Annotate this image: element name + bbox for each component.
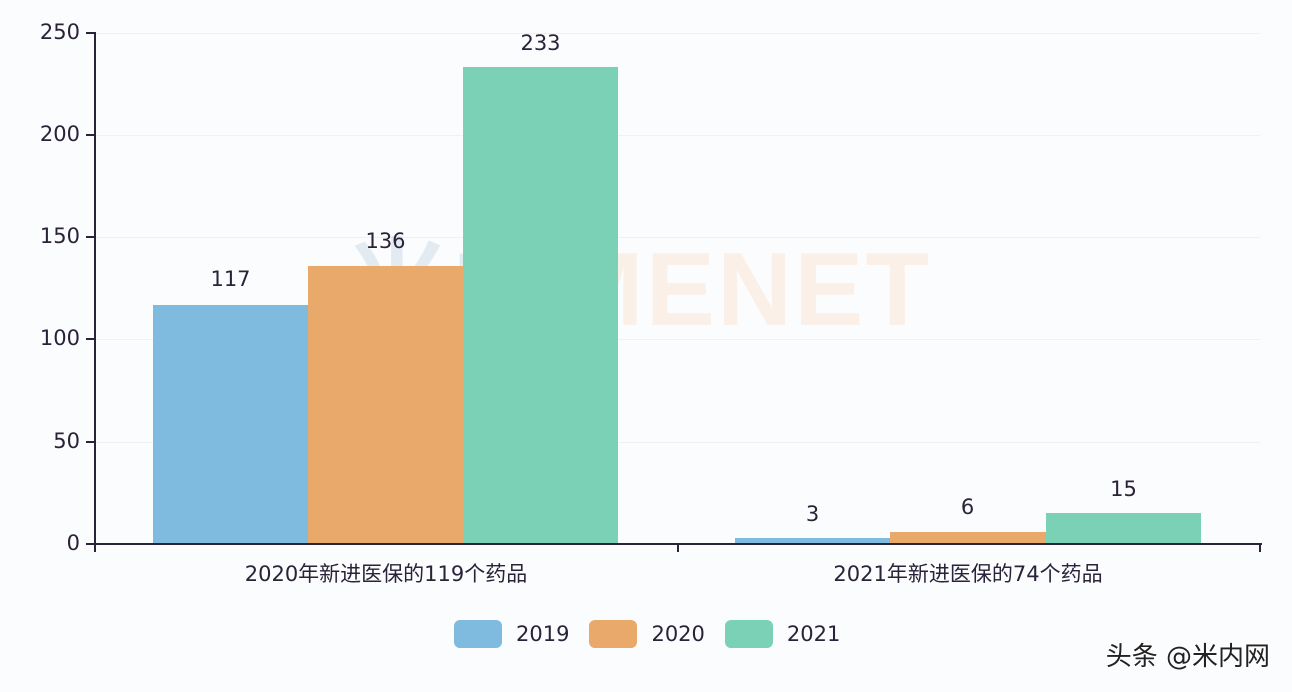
y-tick-label: 250 — [39, 20, 80, 44]
bar-2020-group1[interactable] — [308, 266, 463, 544]
bar-value-label: 233 — [520, 31, 561, 55]
y-tick-label: 200 — [39, 122, 80, 146]
x-category-label: 2021年新进医保的74个药品 — [833, 562, 1103, 586]
bar-value-label: 117 — [210, 267, 251, 291]
bar-value-label: 3 — [805, 502, 820, 526]
legend-swatch-2020 — [589, 620, 638, 648]
y-tick-label: 100 — [39, 326, 80, 350]
bar-2020-group2[interactable] — [890, 532, 1046, 544]
y-tick-label: 150 — [39, 224, 80, 248]
y-tick — [86, 543, 95, 545]
y-axis — [94, 32, 96, 552]
x-tick — [1259, 543, 1261, 552]
bar-2019-group2[interactable] — [735, 538, 890, 544]
bar-value-label: 6 — [960, 495, 975, 519]
bar-value-label: 136 — [365, 229, 406, 253]
y-tick — [86, 441, 95, 443]
legend: 2019 2020 2021 — [454, 620, 860, 648]
y-tick-label: 0 — [66, 531, 80, 555]
legend-label: 2021 — [786, 622, 841, 646]
gridline-150 — [96, 237, 1260, 238]
legend-swatch-2021 — [724, 620, 773, 648]
legend-item-2020[interactable]: 2020 — [589, 620, 705, 648]
y-tick — [86, 236, 95, 238]
bar-2019-group1[interactable] — [153, 305, 308, 544]
gridline-50 — [96, 442, 1260, 443]
gridline-200 — [96, 135, 1260, 136]
watermark-en: MENET — [557, 232, 932, 348]
gridline-100 — [96, 339, 1260, 340]
bar-2021-group1[interactable] — [463, 67, 618, 544]
x-tick — [94, 543, 96, 552]
legend-label: 2020 — [651, 622, 705, 646]
x-category-label: 2020年新进医保的119个药品 — [244, 562, 528, 586]
gridline-250 — [96, 33, 1260, 34]
source-credit: 头条 @米内网 — [1105, 642, 1270, 672]
legend-swatch-2019 — [454, 620, 502, 648]
bar-2021-group2[interactable] — [1046, 513, 1201, 544]
y-tick-label: 50 — [53, 429, 80, 453]
x-tick — [677, 543, 679, 552]
legend-label: 2019 — [516, 622, 570, 646]
bar-value-label: 15 — [1110, 477, 1137, 501]
y-tick — [86, 338, 95, 340]
legend-item-2021[interactable]: 2021 — [724, 620, 841, 648]
legend-item-2019[interactable]: 2019 — [454, 620, 569, 648]
y-tick — [86, 32, 95, 34]
y-tick — [86, 134, 95, 136]
